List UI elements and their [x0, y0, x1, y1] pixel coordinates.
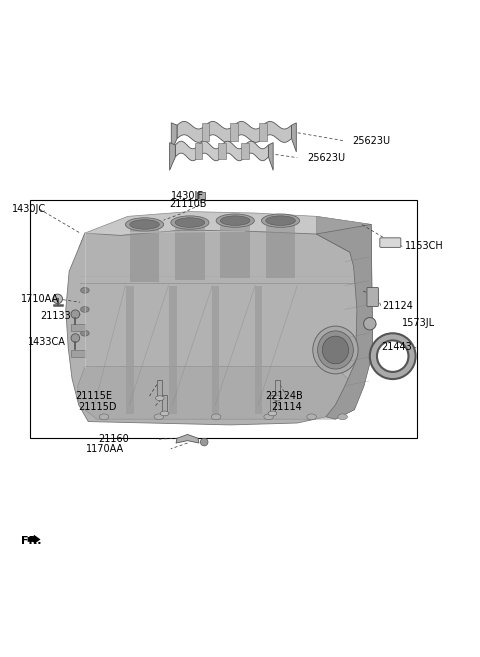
Polygon shape — [71, 350, 85, 357]
Polygon shape — [66, 230, 364, 425]
Text: 25623U: 25623U — [307, 152, 345, 163]
Ellipse shape — [125, 217, 164, 231]
Ellipse shape — [154, 414, 164, 420]
Ellipse shape — [266, 216, 295, 225]
Text: 1170AA: 1170AA — [86, 443, 124, 454]
Polygon shape — [175, 223, 204, 280]
Text: 21160: 21160 — [98, 434, 129, 444]
Ellipse shape — [216, 214, 254, 227]
Ellipse shape — [323, 336, 348, 364]
Ellipse shape — [175, 217, 204, 227]
Text: 1433CA: 1433CA — [28, 337, 65, 347]
Text: 1710AA: 1710AA — [21, 294, 59, 304]
Polygon shape — [78, 367, 355, 419]
Text: 1573JL: 1573JL — [402, 318, 435, 328]
Ellipse shape — [264, 414, 274, 420]
Circle shape — [53, 294, 62, 304]
Polygon shape — [316, 225, 372, 419]
Polygon shape — [169, 143, 175, 170]
Text: 1430JF: 1430JF — [171, 191, 204, 201]
FancyBboxPatch shape — [380, 238, 401, 248]
Text: 21443: 21443 — [381, 342, 411, 351]
Ellipse shape — [338, 414, 348, 420]
Polygon shape — [71, 324, 85, 331]
Circle shape — [71, 334, 80, 342]
Circle shape — [71, 310, 80, 319]
Ellipse shape — [156, 396, 164, 401]
Ellipse shape — [273, 396, 281, 401]
Ellipse shape — [81, 330, 89, 336]
Ellipse shape — [81, 288, 89, 293]
Polygon shape — [175, 141, 268, 161]
Bar — [162, 396, 167, 413]
Polygon shape — [202, 124, 209, 141]
Polygon shape — [266, 221, 295, 278]
Text: FR.: FR. — [22, 536, 42, 546]
Polygon shape — [169, 286, 177, 415]
Text: 22124B: 22124B — [265, 392, 302, 401]
Ellipse shape — [220, 216, 250, 225]
Text: 1430JC: 1430JC — [12, 204, 46, 214]
Bar — [275, 380, 280, 398]
Ellipse shape — [318, 331, 353, 369]
Text: 21124: 21124 — [382, 301, 413, 311]
Ellipse shape — [171, 216, 209, 229]
Circle shape — [364, 317, 376, 330]
Ellipse shape — [160, 411, 169, 416]
Polygon shape — [130, 225, 159, 282]
FancyBboxPatch shape — [367, 288, 378, 307]
Bar — [157, 380, 162, 398]
Circle shape — [200, 438, 208, 446]
Text: 1153CH: 1153CH — [405, 241, 444, 252]
Ellipse shape — [211, 414, 221, 420]
Polygon shape — [230, 124, 238, 141]
Ellipse shape — [99, 414, 109, 420]
Wedge shape — [370, 333, 416, 379]
Ellipse shape — [130, 219, 159, 229]
Text: 21115E: 21115E — [75, 392, 113, 401]
Ellipse shape — [313, 326, 358, 374]
Bar — [30, 200, 417, 438]
Polygon shape — [126, 286, 133, 415]
Polygon shape — [28, 535, 40, 544]
Ellipse shape — [262, 214, 300, 227]
Polygon shape — [259, 124, 267, 141]
Polygon shape — [195, 143, 203, 160]
Polygon shape — [220, 221, 250, 278]
Text: 21115D: 21115D — [78, 402, 117, 412]
Polygon shape — [316, 216, 372, 352]
Ellipse shape — [268, 411, 277, 416]
Polygon shape — [212, 286, 219, 415]
Ellipse shape — [81, 307, 89, 312]
Polygon shape — [241, 143, 249, 160]
Polygon shape — [268, 143, 273, 170]
Text: 21110B: 21110B — [169, 200, 206, 210]
Polygon shape — [176, 434, 199, 443]
Polygon shape — [177, 122, 291, 143]
Polygon shape — [171, 123, 177, 152]
Bar — [197, 192, 205, 200]
Polygon shape — [218, 143, 226, 160]
Ellipse shape — [307, 414, 316, 420]
Bar — [270, 396, 275, 413]
Polygon shape — [291, 123, 296, 152]
Text: 21133: 21133 — [40, 311, 71, 321]
Text: 25623U: 25623U — [352, 136, 390, 146]
Polygon shape — [255, 286, 263, 415]
Polygon shape — [79, 212, 371, 248]
Text: 21114: 21114 — [271, 402, 302, 412]
